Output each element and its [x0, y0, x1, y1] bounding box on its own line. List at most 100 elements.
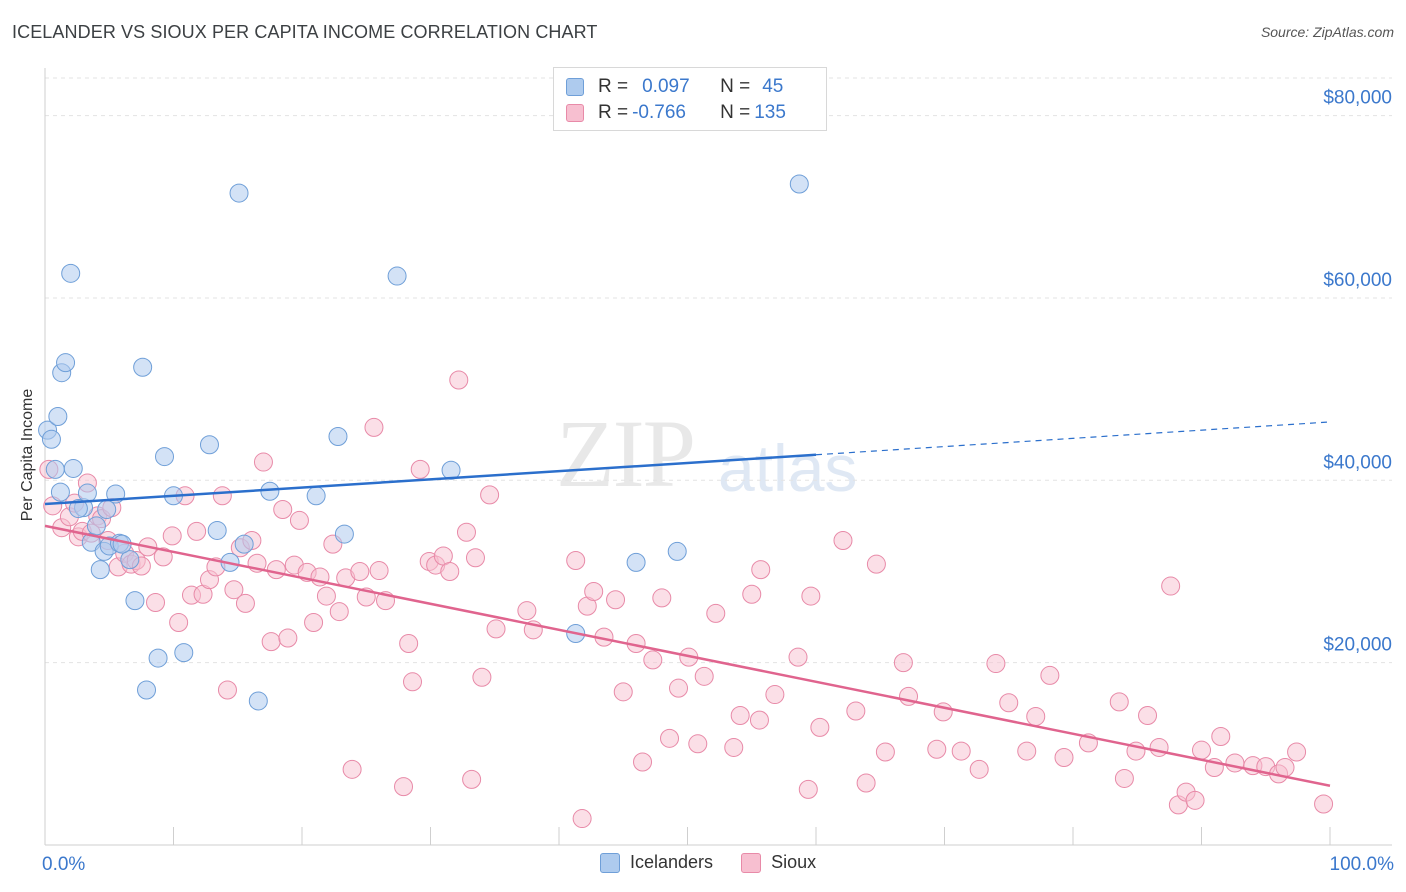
icelanders-point — [174, 643, 194, 663]
sioux-point — [394, 777, 414, 797]
sioux-point — [613, 682, 633, 702]
y-tick-label: $20,000 — [1323, 635, 1392, 656]
sioux-point — [153, 547, 173, 567]
sioux-point — [566, 551, 586, 571]
sioux-point — [749, 710, 769, 730]
sioux-point — [1192, 740, 1211, 760]
sioux-point — [364, 417, 384, 437]
sioux-point — [440, 561, 460, 581]
sioux-point — [472, 667, 492, 687]
sioux-point — [1275, 758, 1295, 777]
x-tick-label-max: 100.0% — [1330, 854, 1395, 875]
sioux-point — [465, 548, 485, 568]
icelanders-point — [63, 458, 83, 478]
icelanders-point — [50, 482, 70, 502]
sioux-point — [253, 452, 273, 472]
icelanders-point — [112, 534, 132, 554]
sioux-point — [169, 613, 189, 633]
icelanders-swatch — [566, 78, 584, 96]
correlation-legend: R = 0.097 N = 45 R = -0.766 N = 135 — [553, 67, 827, 131]
icelanders-point — [120, 550, 140, 570]
sioux-point — [765, 685, 785, 705]
sioux-point — [893, 653, 913, 673]
sioux-point — [486, 619, 506, 639]
legend-r-label-sioux: R = — [598, 102, 629, 123]
sioux-point — [1109, 692, 1129, 712]
sioux-point — [456, 522, 476, 542]
sioux-point — [224, 580, 244, 600]
sioux-point — [1225, 753, 1245, 773]
chart-title: ICELANDER VS SIOUX PER CAPITA INCOME COR… — [12, 22, 598, 42]
sioux-point — [724, 737, 744, 757]
source-label: Source: ZipAtlas.com — [1260, 24, 1394, 40]
icelanders-point — [328, 427, 348, 447]
sioux-point — [1161, 576, 1181, 596]
sioux-point — [162, 526, 182, 546]
legend-item-icelanders[interactable]: Icelanders — [600, 852, 713, 873]
sioux-point — [399, 634, 419, 653]
icelanders-point — [334, 524, 354, 544]
legend-r-label-icelanders: R = — [598, 76, 629, 97]
sioux-point — [403, 672, 423, 692]
x-tick-label-min: 0.0% — [42, 854, 85, 875]
sioux-point — [706, 603, 726, 623]
icelanders-point — [48, 406, 68, 426]
sioux-point — [462, 769, 482, 789]
sioux-point — [316, 586, 336, 606]
sioux-point — [688, 734, 708, 754]
trend-lines — [44, 421, 1331, 787]
icelanders-point — [45, 459, 65, 479]
sioux-point — [517, 601, 537, 621]
sioux-point — [273, 499, 293, 519]
sioux-point — [927, 739, 947, 759]
sioux-points — [39, 370, 1334, 829]
icelanders-trend-extension — [815, 421, 1331, 456]
sioux-point — [261, 632, 281, 652]
y-tick-label: $80,000 — [1323, 88, 1392, 109]
sioux-point — [1185, 790, 1205, 810]
icelanders-point — [56, 353, 76, 373]
icelanders-point — [90, 560, 110, 580]
sioux-point — [235, 593, 255, 613]
icelanders-point — [229, 183, 249, 203]
series-legend: Icelanders Sioux — [600, 852, 844, 873]
sioux-point — [350, 561, 370, 581]
sioux-point — [304, 613, 324, 633]
sioux-point — [751, 560, 771, 580]
legend-n-label-icelanders: N = — [720, 76, 751, 97]
sioux-point — [856, 773, 876, 793]
sioux-point — [730, 706, 750, 726]
sioux-point — [788, 647, 808, 667]
sioux-point — [342, 759, 362, 779]
icelanders-legend-swatch — [600, 852, 620, 873]
legend-n-value-icelanders: 45 — [762, 76, 784, 97]
sioux-point — [652, 588, 672, 608]
sioux-point — [694, 666, 714, 686]
sioux-point — [187, 521, 207, 541]
icelanders-trend-line — [44, 453, 817, 506]
y-tick-label: $40,000 — [1323, 452, 1392, 473]
sioux-trend-line — [44, 524, 1331, 787]
icelanders-point — [125, 591, 145, 611]
sioux-legend-label: Sioux — [771, 852, 817, 872]
sioux-point — [1287, 742, 1307, 762]
sioux-point — [833, 530, 853, 550]
sioux-point — [146, 592, 166, 612]
icelanders-point — [61, 263, 81, 283]
sioux-point — [606, 590, 626, 610]
sioux-point — [1026, 706, 1046, 726]
sioux-legend-swatch — [741, 852, 762, 873]
sioux-point — [643, 650, 663, 670]
sioux-point — [801, 586, 821, 606]
icelanders-point — [234, 534, 254, 554]
legend-item-sioux[interactable]: Sioux — [741, 852, 816, 873]
sioux-point — [1314, 794, 1334, 814]
sioux-point — [866, 554, 886, 574]
sioux-point — [1149, 737, 1169, 757]
sioux-point — [875, 742, 895, 762]
axes — [44, 68, 1392, 846]
sioux-point — [584, 582, 604, 602]
sioux-point — [289, 510, 309, 530]
y-tick-label: $60,000 — [1323, 270, 1392, 291]
